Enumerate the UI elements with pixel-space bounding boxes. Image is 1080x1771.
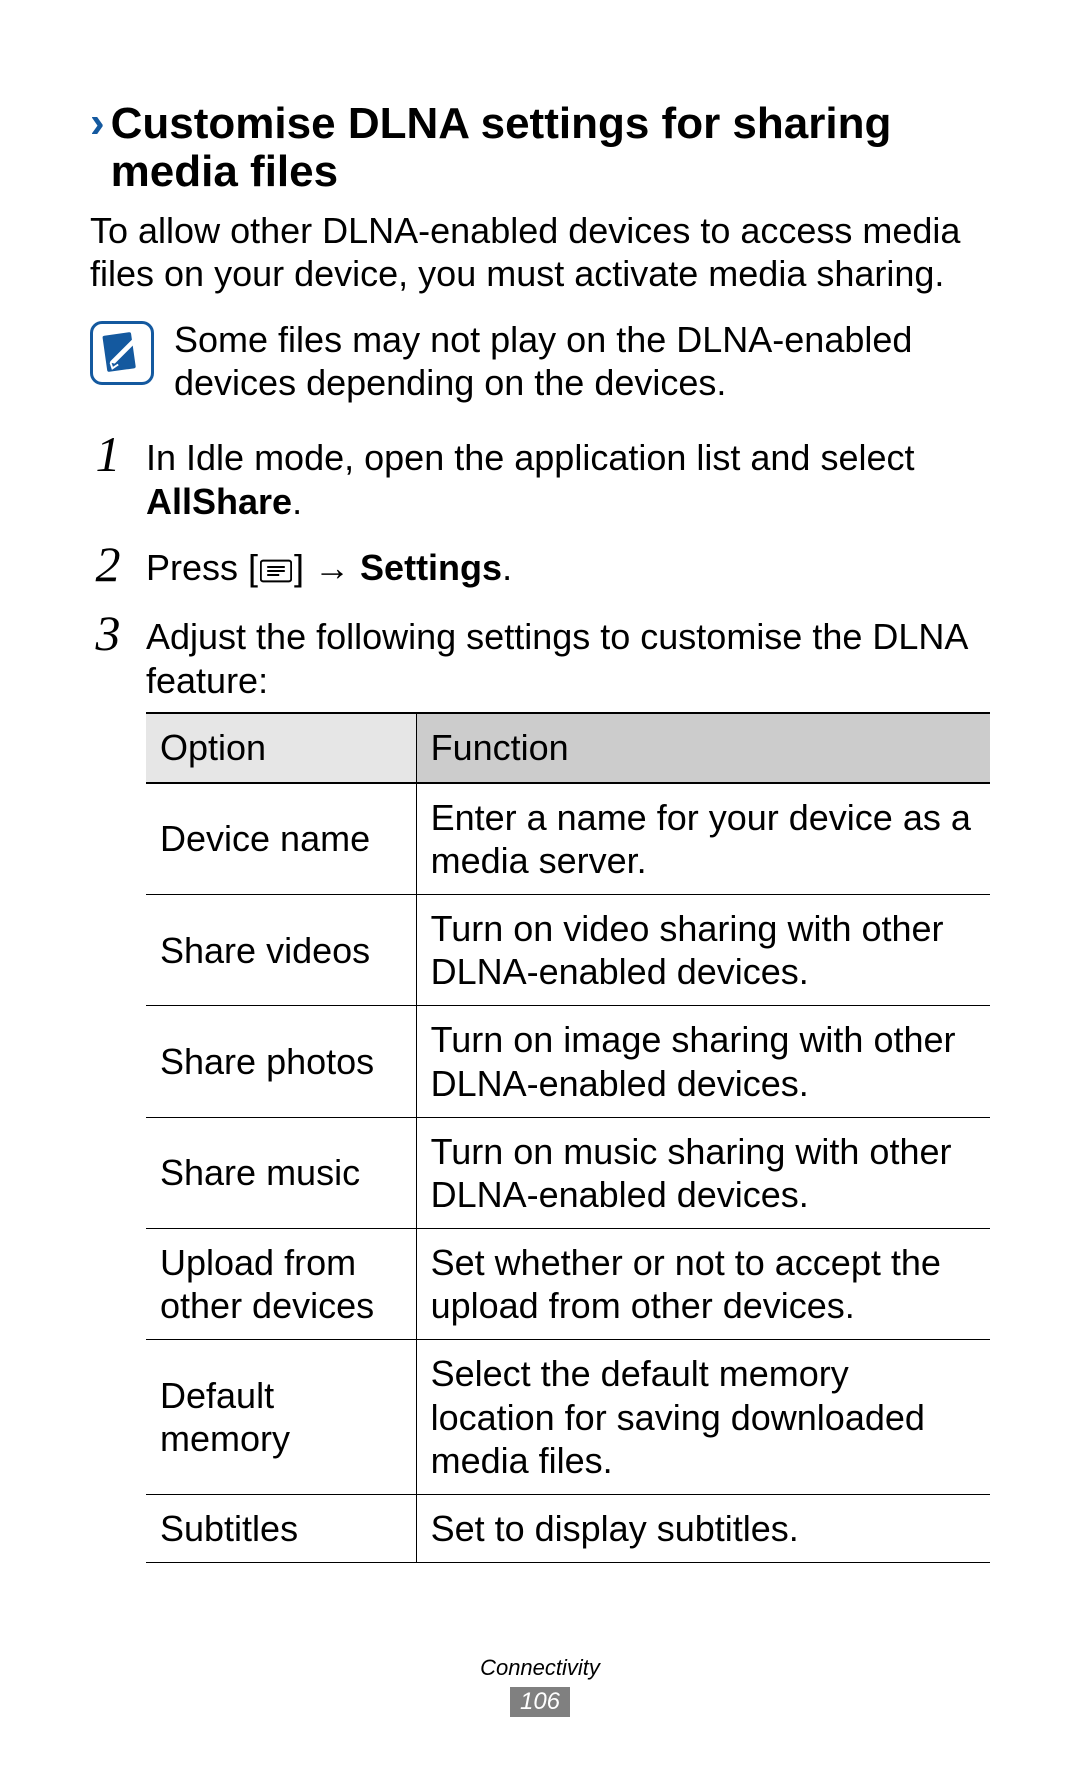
table-row: SubtitlesSet to display subtitles. xyxy=(146,1495,990,1563)
table-header-row: Option Function xyxy=(146,713,990,782)
table-row: Share photosTurn on image sharing with o… xyxy=(146,1006,990,1117)
step-2: 2 Press [] → Settings. xyxy=(90,546,990,592)
cell-function: Select the default memory location for s… xyxy=(416,1340,990,1495)
step-text: In Idle mode, open the application list … xyxy=(146,437,915,478)
step-text: Adjust the following settings to customi… xyxy=(146,616,966,701)
note-icon xyxy=(90,321,154,385)
footer-page-number: 106 xyxy=(510,1687,570,1717)
step-body: In Idle mode, open the application list … xyxy=(146,436,990,524)
step-text-post: . xyxy=(502,547,512,588)
step-body: Adjust the following settings to customi… xyxy=(146,615,990,1564)
step-bold: AllShare xyxy=(146,481,292,522)
menu-key-icon xyxy=(260,549,292,593)
cell-option: Share photos xyxy=(146,1006,416,1117)
page-footer: Connectivity 106 xyxy=(0,1655,1080,1717)
step-text-mid: ] → xyxy=(294,547,360,588)
step-number: 3 xyxy=(90,611,126,656)
header-option: Option xyxy=(146,713,416,782)
cell-function: Enter a name for your device as a media … xyxy=(416,783,990,895)
heading-text: Customise DLNA settings for sharing medi… xyxy=(111,100,990,195)
step-3: 3 Adjust the following settings to custo… xyxy=(90,615,990,1564)
note-callout: Some files may not play on the DLNA-enab… xyxy=(90,319,990,404)
cell-option: Default memory xyxy=(146,1340,416,1495)
table-body: Device nameEnter a name for your device … xyxy=(146,783,990,1563)
manual-page: › Customise DLNA settings for sharing me… xyxy=(0,0,1080,1771)
note-text: Some files may not play on the DLNA-enab… xyxy=(174,319,990,404)
table-row: Device nameEnter a name for your device … xyxy=(146,783,990,895)
intro-paragraph: To allow other DLNA-enabled devices to a… xyxy=(90,209,990,295)
table-row: Upload from other devicesSet whether or … xyxy=(146,1229,990,1340)
cell-function: Turn on video sharing with other DLNA-en… xyxy=(416,894,990,1005)
step-number: 2 xyxy=(90,542,126,587)
chevron-icon: › xyxy=(90,100,105,146)
cell-function: Set whether or not to accept the upload … xyxy=(416,1229,990,1340)
step-1: 1 In Idle mode, open the application lis… xyxy=(90,436,990,524)
step-number: 1 xyxy=(90,432,126,477)
cell-option: Share music xyxy=(146,1117,416,1228)
cell-function: Turn on image sharing with other DLNA-en… xyxy=(416,1006,990,1117)
step-bold: Settings xyxy=(360,547,502,588)
section-heading: › Customise DLNA settings for sharing me… xyxy=(90,100,990,195)
step-text-pre: Press [ xyxy=(146,547,258,588)
cell-option: Upload from other devices xyxy=(146,1229,416,1340)
cell-option: Share videos xyxy=(146,894,416,1005)
table-row: Default memorySelect the default memory … xyxy=(146,1340,990,1495)
table-row: Share musicTurn on music sharing with ot… xyxy=(146,1117,990,1228)
header-function: Function xyxy=(416,713,990,782)
settings-table: Option Function Device nameEnter a name … xyxy=(146,712,990,1563)
cell-option: Subtitles xyxy=(146,1495,416,1563)
table-row: Share videosTurn on video sharing with o… xyxy=(146,894,990,1005)
cell-option: Device name xyxy=(146,783,416,895)
cell-function: Turn on music sharing with other DLNA-en… xyxy=(416,1117,990,1228)
footer-section-name: Connectivity xyxy=(0,1655,1080,1681)
cell-function: Set to display subtitles. xyxy=(416,1495,990,1563)
step-text-post: . xyxy=(292,481,302,522)
step-body: Press [ ] → Settings. xyxy=(146,546,990,592)
